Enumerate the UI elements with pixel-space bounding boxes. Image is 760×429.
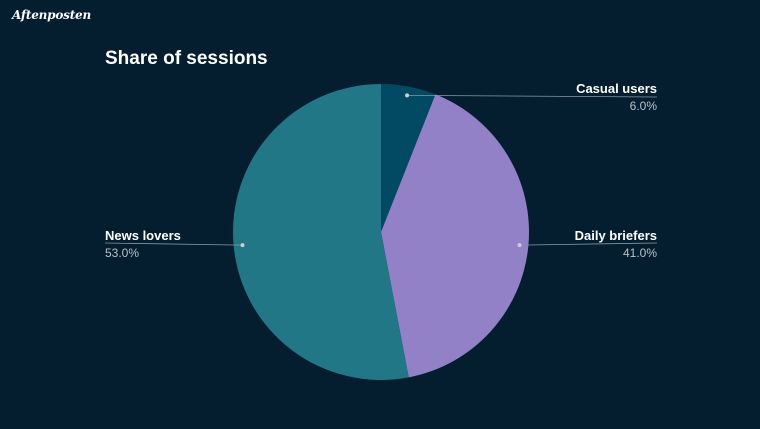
leader-dot	[405, 93, 410, 98]
slice-label: Casual users	[576, 81, 657, 96]
slice-value-label: 41.0%	[623, 246, 657, 260]
slice-value-label: 6.0%	[630, 99, 658, 113]
pie-slice-daily-briefers	[381, 94, 530, 378]
leader-line	[407, 94, 658, 98]
leader-line	[104, 242, 243, 246]
chart-title: Share of sessions	[105, 48, 268, 69]
pie-slice-news-lovers	[233, 84, 409, 380]
leader-line	[519, 242, 658, 246]
slice-value-label: 53.0%	[105, 246, 139, 260]
leader-dot	[240, 243, 245, 248]
pie-slice-casual-users	[381, 83, 436, 232]
brand-logo: Aftenposten	[12, 8, 92, 22]
slice-label: Daily briefers	[575, 228, 657, 243]
leader-dot	[517, 243, 522, 248]
slice-label: News lovers	[105, 228, 181, 243]
